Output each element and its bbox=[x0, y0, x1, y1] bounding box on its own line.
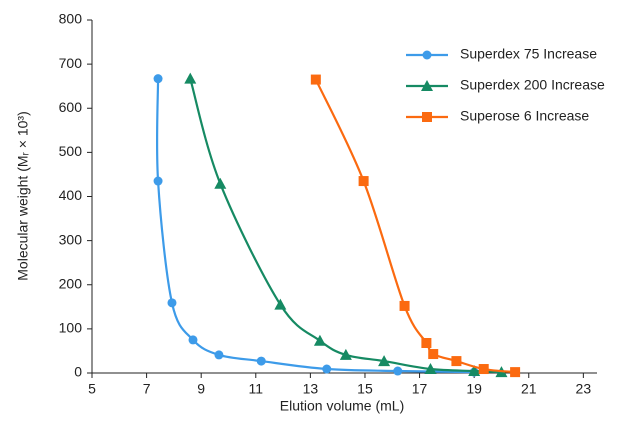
data-point bbox=[393, 366, 403, 376]
data-point bbox=[378, 355, 391, 367]
data-point bbox=[358, 176, 369, 187]
legend-label: Superose 6 Increase bbox=[460, 108, 589, 124]
x-tick-label: 11 bbox=[249, 381, 264, 397]
data-point bbox=[468, 365, 481, 377]
data-point bbox=[451, 356, 462, 367]
data-point bbox=[313, 334, 326, 346]
y-tick-label: 800 bbox=[59, 11, 83, 27]
legend-label: Superdex 75 Increase bbox=[460, 46, 597, 62]
data-point bbox=[274, 298, 287, 310]
data-point bbox=[153, 176, 163, 186]
y-tick-label: 400 bbox=[59, 187, 83, 203]
y-tick-label: 500 bbox=[59, 143, 83, 159]
x-tick-label: 7 bbox=[143, 381, 151, 397]
x-tick-label: 21 bbox=[521, 381, 537, 397]
data-point bbox=[214, 350, 224, 360]
y-tick-label: 300 bbox=[59, 231, 83, 247]
y-tick-label: 200 bbox=[59, 275, 83, 291]
data-point bbox=[399, 300, 410, 311]
legend-marker bbox=[421, 80, 433, 91]
data-point bbox=[428, 349, 439, 360]
x-tick-label: 9 bbox=[197, 381, 205, 397]
data-point bbox=[421, 337, 432, 348]
x-tick-label: 19 bbox=[466, 381, 482, 397]
data-point bbox=[153, 74, 163, 84]
x-tick-label: 5 bbox=[88, 381, 96, 397]
series-line bbox=[189, 78, 502, 374]
data-point bbox=[188, 335, 198, 345]
data-point bbox=[214, 177, 227, 189]
x-tick-label: 15 bbox=[357, 381, 373, 397]
data-point bbox=[256, 356, 266, 366]
data-point bbox=[322, 364, 332, 374]
y-axis-label: Molecular weight (Mᵣ × 10³) bbox=[15, 111, 31, 280]
legend-marker bbox=[422, 50, 432, 60]
data-point bbox=[310, 74, 321, 85]
data-point bbox=[424, 363, 437, 375]
data-point bbox=[478, 364, 489, 375]
series-line bbox=[155, 78, 475, 374]
data-point bbox=[184, 72, 197, 84]
y-tick-label: 600 bbox=[59, 99, 83, 115]
legend-marker bbox=[422, 112, 432, 122]
x-axis-label: Elution volume (mL) bbox=[280, 398, 405, 414]
data-point bbox=[510, 367, 521, 378]
x-tick-label: 23 bbox=[576, 381, 592, 397]
y-tick-label: 100 bbox=[59, 320, 83, 336]
x-tick-label: 13 bbox=[303, 381, 319, 397]
data-point bbox=[339, 348, 352, 360]
data-point bbox=[167, 298, 177, 308]
y-tick-label: 700 bbox=[59, 55, 83, 71]
x-tick-label: 17 bbox=[412, 381, 428, 397]
legend-label: Superdex 200 Increase bbox=[460, 77, 605, 93]
y-tick-label: 0 bbox=[74, 364, 82, 380]
